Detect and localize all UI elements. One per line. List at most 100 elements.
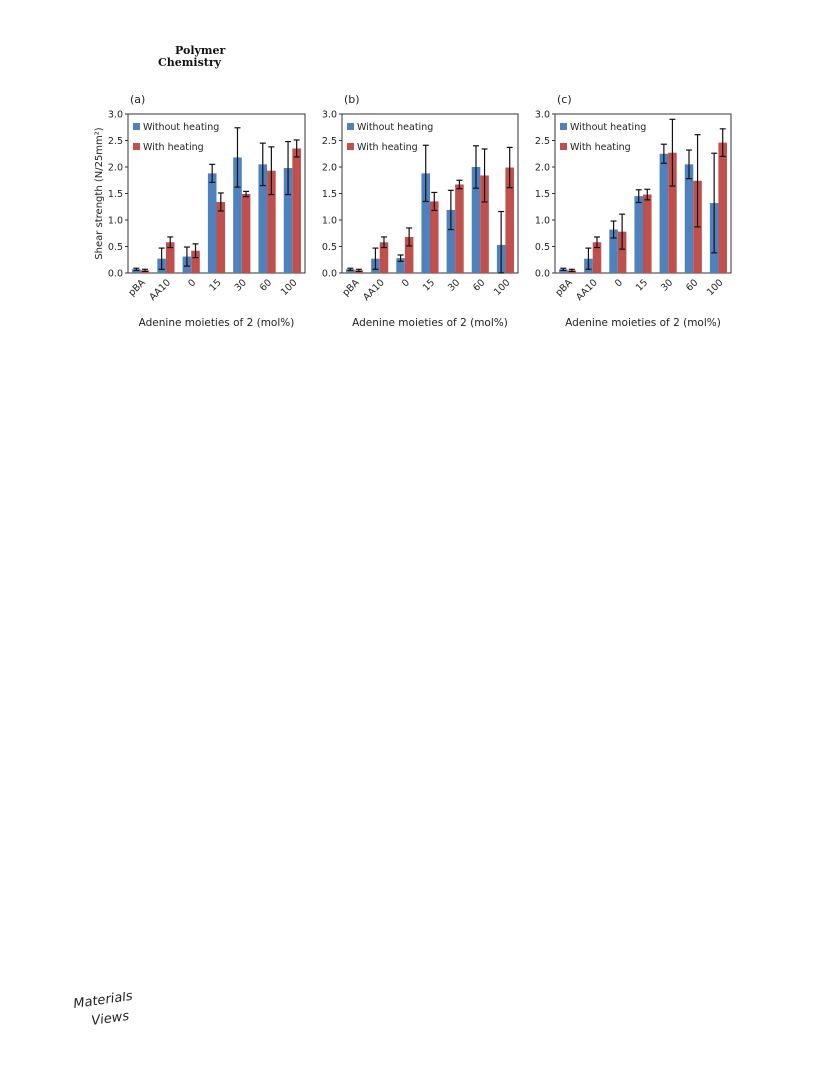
bar (191, 250, 200, 273)
bar (132, 269, 141, 273)
y-tick-label: 3.0 (535, 110, 550, 121)
x-tick-label: 15 (207, 277, 223, 293)
y-tick-label: 1.0 (322, 216, 337, 227)
x-tick-label: 100 (279, 277, 300, 298)
bar (216, 201, 226, 273)
bar (668, 152, 677, 273)
y-tick-label: 3.0 (322, 110, 337, 121)
journal-name-line2: Chemistry (158, 56, 222, 69)
legend-swatch (347, 123, 354, 130)
bar (233, 157, 242, 273)
y-tick-label: 1.0 (535, 216, 550, 227)
y-tick-label: 2.0 (322, 163, 337, 174)
legend-swatch (560, 143, 567, 150)
y-tick-label: 2.5 (322, 136, 337, 147)
x-tick-label: AA10 (574, 277, 600, 303)
journal-header: Polymer Chemistry (158, 45, 225, 69)
y-tick-label: 0.5 (322, 242, 337, 253)
x-tick-label: 100 (705, 277, 726, 298)
x-tick-label: 0 (613, 277, 625, 289)
x-tick-label: AA10 (147, 277, 173, 303)
bar (404, 236, 414, 273)
x-axis-label: Adenine moieties of 2 (mol%) (352, 317, 508, 329)
bar (267, 170, 276, 273)
x-tick-label: pBA (340, 277, 362, 299)
chart-panel-2: (c) 0.0 0.5 1.0 1.5 2.0 2.5 3.0 pBA AA10 0 15 30 60 10… (535, 93, 732, 329)
x-axis-label: Adenine moieties of 2 (mol%) (139, 317, 295, 329)
y-tick-label: 3.0 (108, 110, 123, 121)
bar (283, 168, 293, 273)
bar (471, 167, 481, 273)
bar (617, 231, 627, 273)
panel-label: (a) (130, 93, 145, 106)
bar (446, 209, 456, 273)
bar (480, 175, 489, 273)
bar (165, 242, 175, 273)
y-tick-label: 2.0 (535, 163, 550, 174)
legend-label: With heating (357, 142, 418, 153)
legend-label: With heating (143, 142, 204, 153)
legend-swatch (133, 143, 140, 150)
bar (346, 269, 355, 273)
legend-swatch (560, 123, 567, 130)
y-tick-label: 1.5 (322, 189, 337, 200)
bar (592, 242, 602, 273)
svg-text:Views: Views (90, 1009, 130, 1029)
legend-swatch (133, 123, 140, 130)
x-axis-label: Adenine moieties of 2 (mol%) (565, 317, 721, 329)
bar (421, 173, 430, 273)
y-tick-label: 1.5 (108, 189, 123, 200)
x-tick-label: pBA (553, 277, 575, 299)
bar (258, 164, 268, 273)
y-tick-label: 2.5 (535, 136, 550, 147)
bar (430, 201, 439, 273)
x-tick-label: AA10 (361, 277, 387, 303)
x-tick-label: 30 (659, 277, 675, 293)
y-tick-label: 0.0 (108, 269, 123, 280)
bar (659, 153, 669, 273)
x-tick-label: 0 (186, 277, 198, 289)
legend-label: With heating (570, 142, 631, 153)
bar (505, 167, 514, 273)
bar (292, 148, 301, 273)
y-tick-label: 2.0 (108, 163, 123, 174)
x-tick-label: 30 (233, 277, 249, 293)
panel-label: (b) (344, 93, 360, 106)
chart-panel-1: (b) 0.0 0.5 1.0 1.5 2.0 2.5 3.0 pBA AA10 0 15 30 60 10… (322, 93, 519, 329)
panel-label: (c) (557, 93, 572, 106)
y-tick-label: 0.5 (108, 242, 123, 253)
x-tick-label: 0 (400, 277, 412, 289)
bar (379, 242, 389, 273)
legend-label: Without heating (357, 122, 433, 133)
y-tick-label: 1.5 (535, 189, 550, 200)
bar (634, 196, 643, 273)
x-tick-label: 15 (634, 277, 650, 293)
y-tick-label: 0.5 (535, 242, 550, 253)
bar (455, 184, 464, 273)
logo-mark: Materials Views (72, 989, 133, 1029)
bar (643, 194, 652, 273)
bar (396, 258, 405, 273)
journal-name-line1: Polymer (175, 44, 226, 57)
publisher-logo: Materials Views (72, 989, 142, 1036)
legend-label: Without heating (143, 122, 219, 133)
bar (609, 229, 618, 273)
bar (684, 164, 694, 273)
x-tick-label: 60 (684, 277, 700, 293)
y-axis-label: Shear strength (N/25mm²) (94, 127, 105, 260)
x-tick-label: 30 (446, 277, 462, 293)
legend-label: Without heating (570, 122, 646, 133)
y-tick-label: 0.0 (322, 269, 337, 280)
x-tick-label: pBA (127, 277, 149, 299)
bar (241, 194, 251, 273)
bar (559, 269, 568, 273)
x-tick-label: 100 (492, 277, 513, 298)
bar (207, 173, 217, 273)
legend-swatch (347, 143, 354, 150)
x-tick-label: 15 (421, 277, 437, 293)
x-tick-label: 60 (258, 277, 274, 293)
x-tick-label: 60 (471, 277, 487, 293)
bar (718, 142, 727, 273)
